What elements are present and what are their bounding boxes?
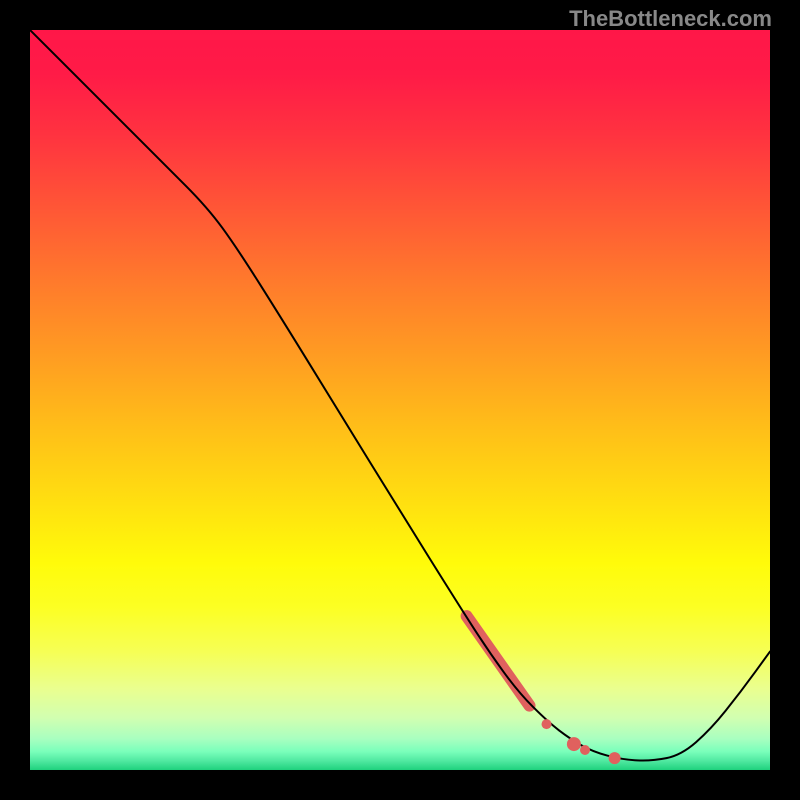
highlight-dot: [609, 752, 621, 764]
highlight-dot: [580, 745, 590, 755]
highlight-dot: [567, 737, 581, 751]
watermark-text: TheBottleneck.com: [569, 6, 772, 32]
highlight-dot: [542, 719, 552, 729]
chart-svg: [30, 30, 770, 770]
bottleneck-chart: [30, 30, 770, 770]
